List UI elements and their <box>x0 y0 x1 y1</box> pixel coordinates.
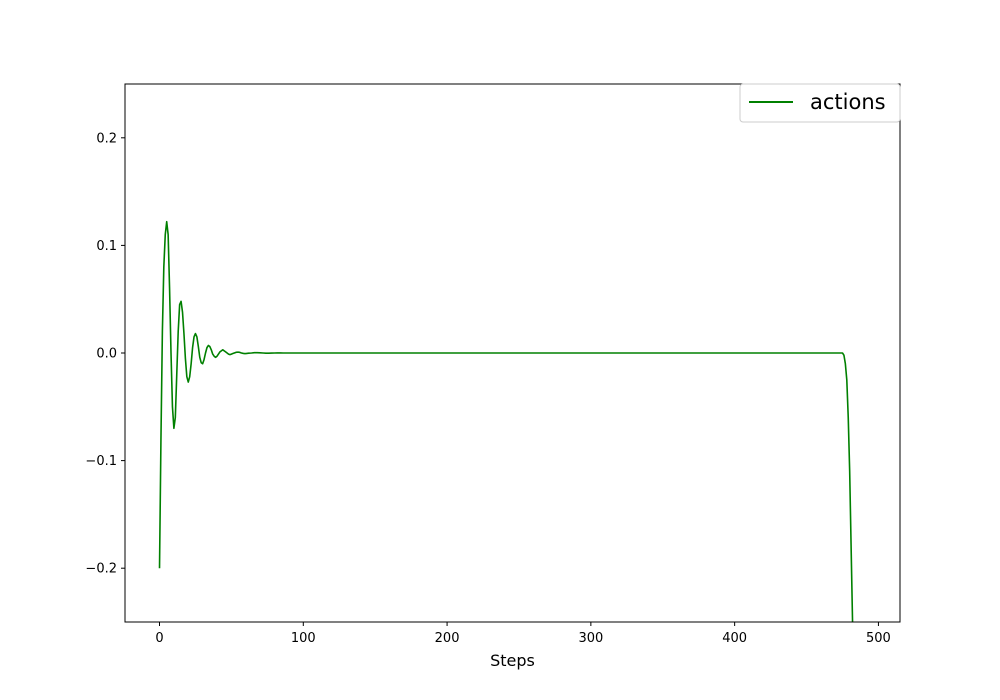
x-tick-label: 400 <box>722 631 747 646</box>
x-tick-label: 500 <box>866 631 891 646</box>
legend-box <box>739 83 901 123</box>
legend: actions <box>739 83 901 123</box>
y-tick-label: −0.1 <box>85 454 117 469</box>
x-axis-label: Steps <box>490 651 535 670</box>
y-tick-label: 0.2 <box>96 131 117 146</box>
y-tick-label: 0.0 <box>96 347 117 362</box>
y-tick-label: −0.2 <box>85 562 117 577</box>
series-line-0 <box>158 220 854 622</box>
x-tick-label: 300 <box>578 631 603 646</box>
x-axis: 0 100 200 300 400 500 <box>155 622 891 646</box>
x-tick-label: 0 <box>155 631 163 646</box>
series-layer <box>158 220 854 622</box>
y-tick-label: 0.1 <box>96 239 117 254</box>
legend-entry-actions: actions <box>810 90 886 114</box>
x-tick-label: 200 <box>435 631 460 646</box>
y-axis: −0.2 −0.1 0.0 0.1 0.2 <box>85 131 125 577</box>
x-tick-label: 100 <box>291 631 316 646</box>
